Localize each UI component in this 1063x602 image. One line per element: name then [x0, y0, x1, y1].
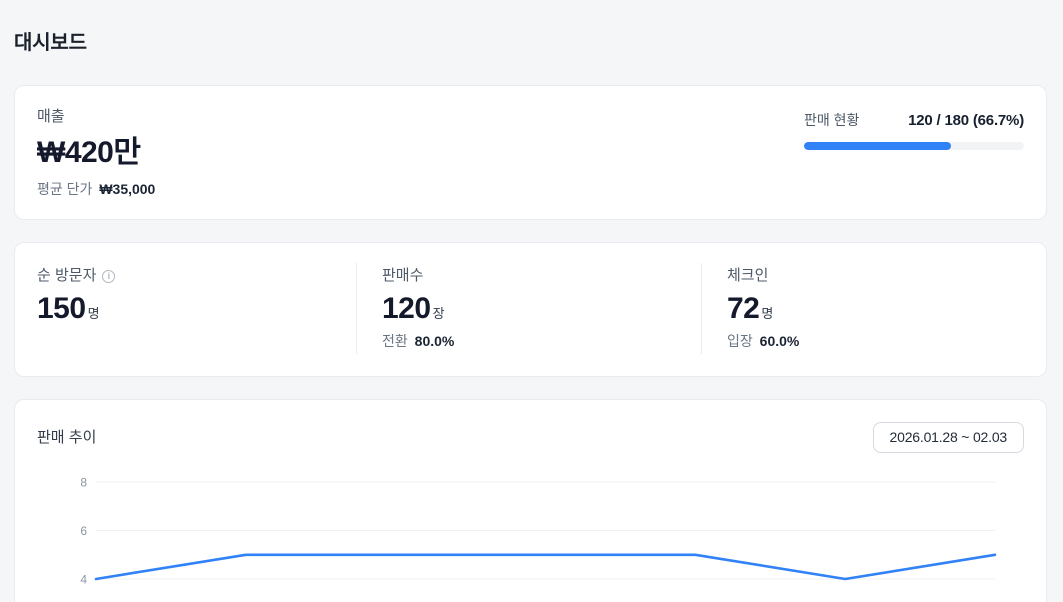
svg-text:8: 8 — [80, 476, 87, 490]
stat-label-row: 체크인 — [727, 267, 1046, 285]
revenue-value: ₩420만 — [37, 136, 141, 169]
checkin-label: 체크인 — [727, 267, 769, 284]
conversion-value: 80.0% — [414, 333, 455, 349]
stat-label-row: 판매수 — [382, 267, 701, 285]
info-icon[interactable]: i — [102, 269, 116, 283]
entry-line: 입장 60.0% — [727, 333, 1046, 350]
chart-header: 판매 추이 2026.01.28 ~ 02.03 — [37, 422, 1024, 453]
average-price-label: 평균 단가 — [37, 181, 93, 197]
stat-value-row: 150 명 — [37, 291, 356, 326]
sales-count-label: 판매수 — [382, 267, 424, 284]
checkin-value: 72 — [727, 292, 760, 325]
average-price-value: ₩35,000 — [99, 181, 156, 197]
checkin-unit: 명 — [761, 306, 774, 321]
sales-trend-card: 판매 추이 2026.01.28 ~ 02.03 8 6 4 — [14, 399, 1047, 602]
svg-text:4: 4 — [80, 573, 87, 587]
svg-text:6: 6 — [80, 524, 87, 538]
sales-progress-value: 120 / 180 (66.7%) — [908, 112, 1024, 129]
sales-progress-head: 판매 현황 120 / 180 (66.7%) — [804, 110, 1024, 130]
unique-visitors-label: 순 방문자 — [37, 267, 97, 284]
sales-progress-label: 판매 현황 — [804, 112, 860, 128]
stats-card: 순 방문자 i 150 명 판매수 120 장 전환 80.0% — [14, 242, 1047, 377]
stat-value-row: 120 장 — [382, 291, 701, 326]
stat-checkin: 체크인 72 명 입장 60.0% — [702, 267, 1046, 356]
sales-progress-block: 판매 현황 120 / 180 (66.7%) — [804, 110, 1024, 197]
stat-unique-visitors: 순 방문자 i 150 명 — [15, 267, 356, 356]
revenue-card: 매출 ₩420만 평균 단가 ₩35,000 판매 현황 120 / 180 (… — [14, 85, 1047, 220]
conversion-line: 전환 80.0% — [382, 333, 701, 350]
divider — [701, 263, 702, 354]
chart-plot-area: 8 6 4 — [37, 463, 1024, 602]
date-range-button[interactable]: 2026.01.28 ~ 02.03 — [872, 422, 1024, 453]
sales-count-unit: 장 — [432, 306, 445, 321]
conversion-label: 전환 — [382, 333, 408, 349]
average-price-line: 평균 단가 ₩35,000 — [37, 181, 155, 198]
revenue-block: 매출 ₩420만 평균 단가 ₩35,000 — [37, 108, 155, 197]
stat-label-row: 순 방문자 i — [37, 267, 356, 285]
progress-bar-track — [804, 142, 1024, 150]
entry-value: 60.0% — [759, 333, 800, 349]
stat-sales-count: 판매수 120 장 전환 80.0% — [357, 267, 701, 356]
sales-count-value: 120 — [382, 292, 431, 325]
trend-chart-svg: 8 6 4 — [80, 476, 997, 587]
unique-visitors-value: 150 — [37, 292, 86, 325]
unique-visitors-unit: 명 — [87, 306, 100, 321]
stat-value-row: 72 명 — [727, 291, 1046, 326]
divider — [356, 263, 357, 354]
revenue-label: 매출 — [37, 108, 65, 125]
chart-title: 판매 추이 — [37, 428, 97, 446]
page-title: 대시보드 — [14, 32, 87, 54]
entry-label: 입장 — [727, 333, 753, 349]
progress-bar-fill — [804, 142, 951, 150]
